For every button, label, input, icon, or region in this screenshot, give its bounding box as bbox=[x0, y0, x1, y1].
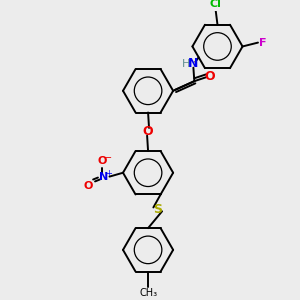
Text: CH₃: CH₃ bbox=[139, 288, 157, 298]
Text: N: N bbox=[188, 57, 199, 70]
Text: O: O bbox=[84, 181, 93, 191]
Text: N: N bbox=[99, 172, 108, 182]
Text: O: O bbox=[205, 70, 215, 83]
Text: H: H bbox=[182, 59, 190, 69]
Text: −: − bbox=[103, 153, 112, 163]
Text: O: O bbox=[143, 125, 153, 138]
Text: S: S bbox=[153, 203, 162, 216]
Text: O: O bbox=[97, 156, 106, 166]
Text: Cl: Cl bbox=[210, 0, 221, 8]
Text: +: + bbox=[105, 169, 112, 178]
Text: F: F bbox=[259, 38, 266, 48]
